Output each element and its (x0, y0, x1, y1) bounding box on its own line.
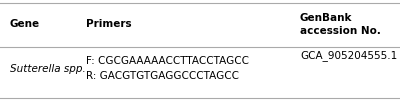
Text: GCA_905204555.1: GCA_905204555.1 (300, 50, 397, 61)
Text: Sutterella spp.: Sutterella spp. (10, 64, 86, 74)
Text: GenBank
accession No.: GenBank accession No. (300, 13, 381, 36)
Text: F: CGCGAAAAACCTTACCTAGCC
R: GACGTGTGAGGCCCTAGCC: F: CGCGAAAAACCTTACCTAGCC R: GACGTGTGAGGC… (86, 56, 249, 81)
Text: Primers: Primers (86, 19, 132, 29)
Text: Gene: Gene (10, 19, 40, 29)
